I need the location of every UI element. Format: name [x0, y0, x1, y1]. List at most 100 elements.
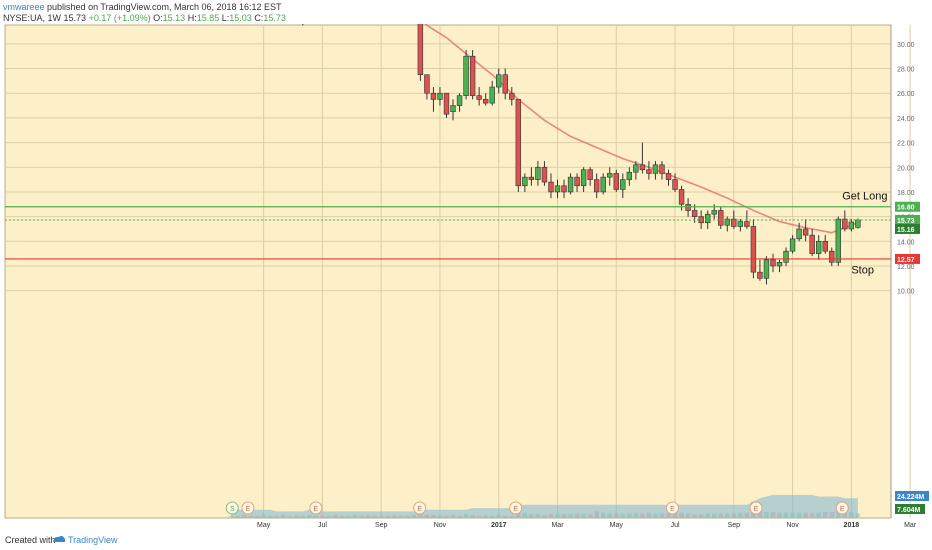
- price-tag-text: 15.16: [897, 227, 915, 234]
- candle[interactable]: [842, 210, 848, 232]
- candle[interactable]: [659, 161, 665, 180]
- candle[interactable]: [783, 247, 789, 266]
- candle[interactable]: [704, 210, 711, 229]
- candle-body: [750, 226, 757, 273]
- candle-body: [469, 55, 476, 96]
- candle[interactable]: [665, 169, 672, 186]
- candle[interactable]: [802, 219, 809, 242]
- candle-body: [639, 164, 646, 171]
- time-tick-label: Nov: [434, 522, 447, 529]
- candle-body: [633, 164, 639, 173]
- candle-body: [593, 179, 600, 193]
- candle[interactable]: [822, 235, 828, 254]
- candle[interactable]: [848, 219, 855, 232]
- candle[interactable]: [620, 173, 626, 199]
- time-tick-label: Mar: [904, 522, 917, 529]
- candle[interactable]: [528, 167, 535, 186]
- candle[interactable]: [443, 92, 450, 118]
- candle[interactable]: [469, 50, 476, 100]
- candle[interactable]: [626, 167, 633, 186]
- candle[interactable]: [789, 235, 796, 254]
- tradingview-brand[interactable]: TradingView: [68, 535, 118, 545]
- candle[interactable]: [574, 173, 580, 192]
- candle[interactable]: [737, 219, 744, 232]
- price-change: +0.17 (+1.09%): [88, 13, 151, 23]
- earnings-event-icon[interactable]: E: [835, 501, 849, 515]
- candle[interactable]: [522, 173, 528, 192]
- candle[interactable]: [718, 206, 724, 229]
- candle[interactable]: [829, 247, 835, 266]
- candle[interactable]: [430, 87, 437, 112]
- candle[interactable]: [835, 216, 841, 266]
- event-letter: E: [670, 506, 675, 513]
- candle[interactable]: [502, 68, 508, 100]
- candle[interactable]: [600, 173, 606, 195]
- candle-body: [646, 169, 652, 174]
- candle-body: [548, 181, 554, 193]
- moving-average-line: [424, 24, 859, 234]
- author-link[interactable]: vmwareee: [3, 2, 45, 12]
- earnings-event-icon[interactable]: E: [749, 501, 763, 515]
- candle[interactable]: [489, 80, 495, 106]
- candle[interactable]: [750, 219, 757, 279]
- candle[interactable]: [815, 235, 822, 260]
- candle[interactable]: [509, 87, 515, 106]
- time-tick-label: Mar: [551, 522, 564, 529]
- earnings-event-icon[interactable]: E: [509, 501, 523, 515]
- price-tag-bg: [895, 201, 920, 212]
- candle[interactable]: [770, 253, 776, 273]
- candle[interactable]: [463, 50, 469, 100]
- candle[interactable]: [646, 161, 652, 180]
- candle[interactable]: [763, 256, 770, 285]
- earnings-event-icon[interactable]: E: [309, 501, 323, 515]
- candle[interactable]: [548, 173, 554, 199]
- candle-body: [574, 176, 580, 187]
- candle[interactable]: [450, 99, 456, 121]
- split-event-icon[interactable]: S: [225, 501, 239, 515]
- event-letter: E: [417, 506, 422, 513]
- candle[interactable]: [685, 198, 691, 217]
- candle-body: [476, 95, 482, 100]
- candle-body: [757, 271, 763, 279]
- candle[interactable]: [417, 24, 424, 81]
- candle[interactable]: [757, 259, 763, 281]
- price-chart[interactable]: Get Long Stop S E E E E E E E 48.0046.0044.0042.00…: [0, 24, 932, 529]
- candle[interactable]: [541, 161, 548, 186]
- earnings-event-icon[interactable]: E: [413, 501, 427, 515]
- earnings-event-icon[interactable]: E: [241, 501, 255, 515]
- earnings-event-icon[interactable]: E: [665, 501, 679, 515]
- candle[interactable]: [587, 167, 593, 186]
- candle[interactable]: [482, 93, 489, 106]
- candle[interactable]: [515, 99, 522, 192]
- candle[interactable]: [639, 142, 646, 174]
- candle[interactable]: [496, 68, 502, 94]
- candle-body: [835, 218, 841, 263]
- candle[interactable]: [593, 173, 600, 199]
- candle[interactable]: [476, 87, 482, 106]
- candle[interactable]: [776, 259, 783, 273]
- price-tag-current: 15.73: [895, 214, 920, 225]
- candle[interactable]: [561, 179, 567, 199]
- candle[interactable]: [554, 179, 561, 199]
- candle[interactable]: [535, 161, 541, 186]
- event-letter: E: [246, 506, 251, 513]
- grid-lines: [5, 25, 911, 518]
- candle[interactable]: [567, 173, 574, 195]
- candle[interactable]: [580, 167, 587, 192]
- candle[interactable]: [809, 228, 815, 257]
- candle[interactable]: [796, 222, 802, 242]
- candle-body: [489, 86, 495, 104]
- candle[interactable]: [633, 161, 639, 180]
- candle[interactable]: [437, 87, 443, 106]
- price-tick-label: 28.00: [897, 67, 915, 74]
- candle[interactable]: [652, 161, 659, 180]
- candle[interactable]: [672, 173, 678, 192]
- candle[interactable]: [613, 169, 619, 192]
- candle-body: [626, 171, 633, 180]
- candle[interactable]: [607, 167, 613, 186]
- candle[interactable]: [724, 216, 730, 232]
- volume-tag-bg: [895, 504, 925, 514]
- high-value: 15.85: [196, 13, 220, 23]
- candle[interactable]: [424, 74, 430, 100]
- candle[interactable]: [456, 93, 463, 112]
